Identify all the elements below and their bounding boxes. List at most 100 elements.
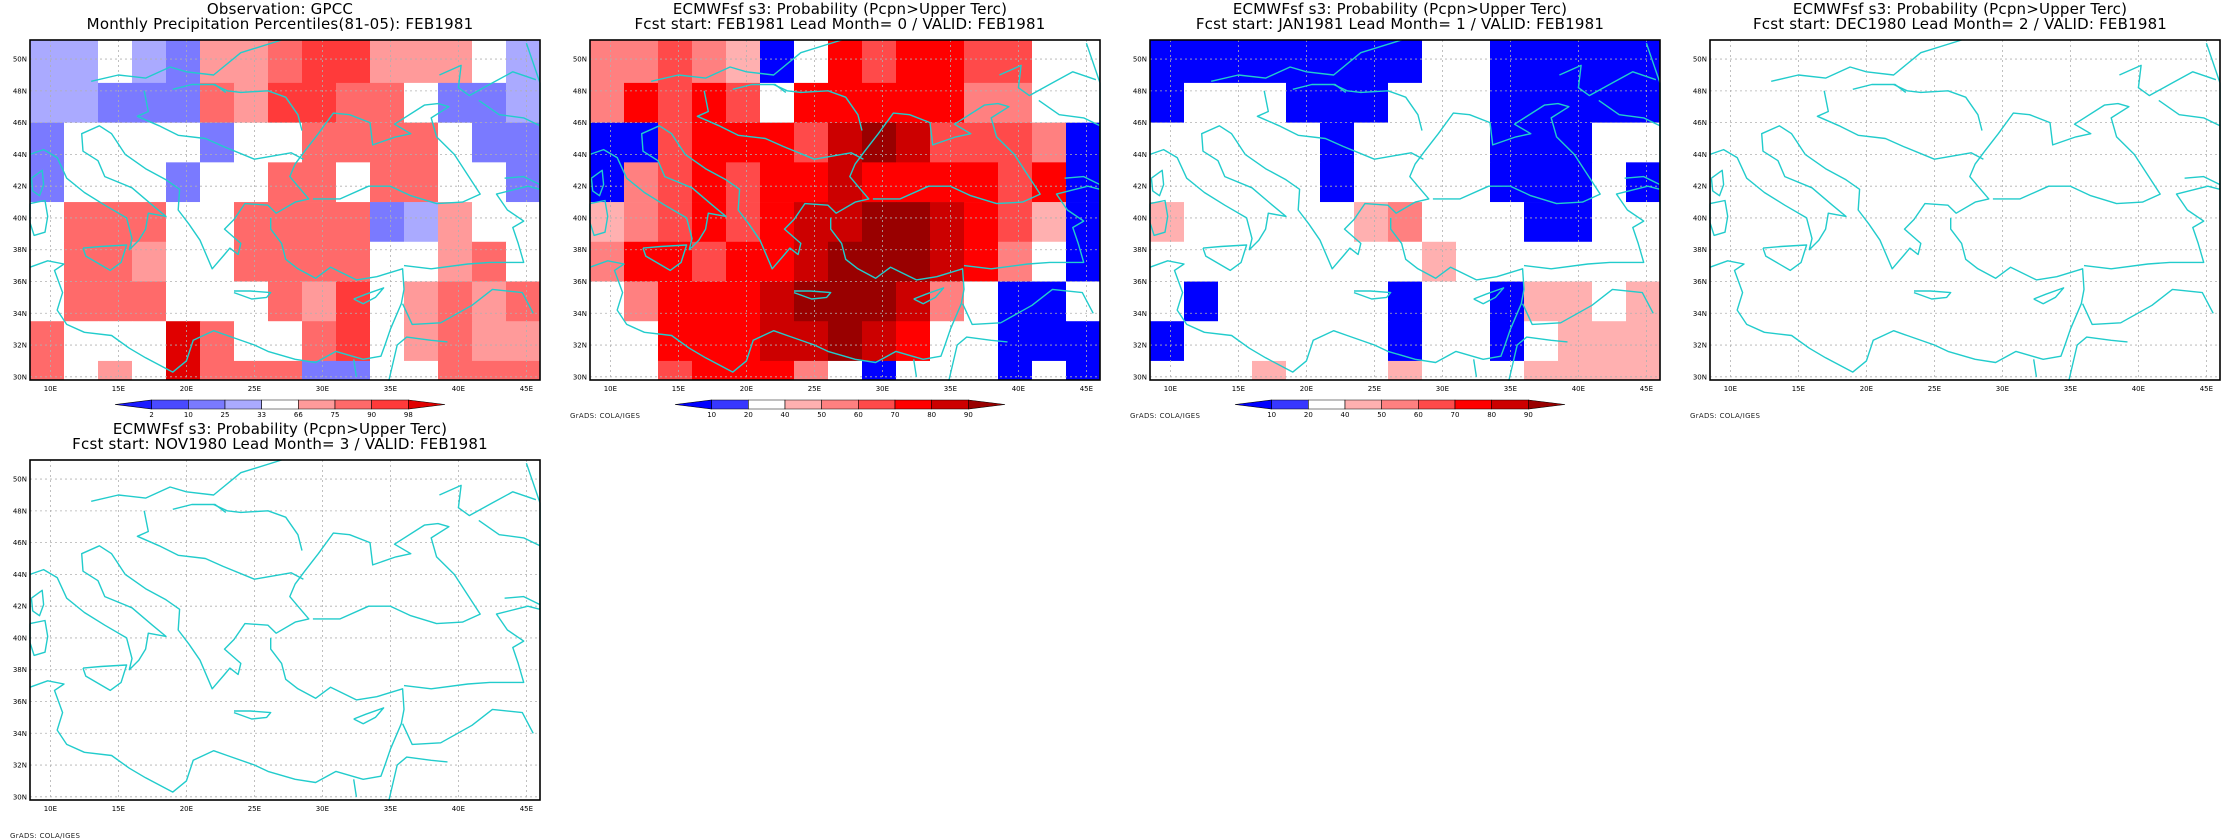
heatmap-cell — [1320, 202, 1355, 243]
coastline — [2158, 99, 2221, 127]
colorbar-label: 25 — [221, 411, 230, 419]
y-tick-label: 38N — [1133, 246, 1147, 254]
colorbar-swatch — [1234, 399, 1272, 410]
heatmap-cell — [726, 162, 761, 203]
heatmap-cell — [472, 162, 507, 203]
heatmap-cell — [302, 122, 337, 163]
coastline — [1598, 99, 1661, 127]
y-tick-label: 38N — [1693, 246, 1707, 254]
coastline — [1913, 290, 1952, 300]
heatmap-cell — [1456, 241, 1491, 282]
colorbar-swatch — [1381, 399, 1419, 410]
heatmap-cell — [336, 82, 371, 123]
heatmap-cell — [862, 40, 897, 84]
heatmap-cell — [1066, 281, 1101, 322]
heatmap-cell — [726, 202, 761, 243]
grid-lines — [590, 40, 1100, 380]
heatmap-cell — [726, 281, 761, 322]
heatmap-cell — [1032, 82, 1067, 123]
heatmap-cell — [1592, 82, 1627, 123]
heatmap-cell — [1286, 321, 1321, 362]
heatmap-cell — [1388, 162, 1423, 203]
y-tick-label: 34N — [13, 730, 27, 738]
heatmap-cell — [590, 40, 625, 84]
heatmap-cell — [862, 281, 897, 322]
heatmap-cell — [1354, 360, 1389, 381]
coastline — [439, 64, 537, 97]
heatmap-cell — [692, 281, 727, 322]
coastline — [1709, 217, 2085, 373]
coastline — [29, 522, 481, 690]
heatmap-cell — [760, 82, 795, 123]
heatmap-cell — [132, 122, 167, 163]
heatmap-cell — [1150, 40, 1185, 84]
heatmap-cell — [200, 202, 235, 243]
heatmap-cell — [658, 82, 693, 123]
map-plot: 10E 15E 20E 25E 30E 35E 40E 45E 30N 32N 34N 36N 38N 4… — [13, 39, 541, 419]
coastline — [30, 589, 45, 617]
heatmap-cell — [30, 40, 65, 84]
colorbar-swatch — [1271, 399, 1309, 410]
coastline — [2119, 64, 2217, 97]
grads-credit: GrADS: COLA/IGES — [1130, 412, 1201, 420]
heatmap-cell — [590, 162, 625, 203]
x-tick-label: 30E — [1996, 385, 2009, 393]
y-tick-label: 44N — [13, 151, 27, 159]
heatmap-cell — [692, 321, 727, 362]
x-tick-label: 25E — [808, 385, 821, 393]
heatmap-cell — [794, 321, 829, 362]
heatmap-cell — [998, 40, 1033, 84]
heatmap-cell — [1218, 321, 1253, 362]
heatmap-cell — [726, 360, 761, 381]
colorbar-label: 80 — [1487, 411, 1496, 419]
heatmap-cell — [590, 82, 625, 123]
heatmap-cell — [998, 241, 1033, 282]
heatmap-cell — [234, 82, 269, 123]
coastline — [172, 83, 227, 93]
heatmap-cell — [828, 40, 863, 84]
heatmap-cell — [658, 321, 693, 362]
colorbar: 10 20 40 50 60 70 80 90 — [1234, 399, 1566, 419]
heatmap-cell — [1252, 202, 1287, 243]
y-tick-label: 32N — [1693, 342, 1707, 350]
heatmap-cell — [896, 162, 931, 203]
coastline — [439, 484, 537, 517]
y-tick-label: 36N — [1133, 278, 1147, 286]
heatmap-cell — [726, 241, 761, 282]
colorbar-label: 50 — [1377, 411, 1386, 419]
heatmap-cell — [1066, 40, 1101, 84]
map-plot: 10E 15E 20E 25E 30E 35E 40E 45E 30N 32N 34N 36N 38N 4… — [1693, 39, 2221, 393]
y-tick-label: 30N — [13, 793, 27, 801]
heatmap-cell — [404, 360, 439, 381]
heatmap-cell — [1456, 202, 1491, 243]
y-tick-label: 42N — [573, 183, 587, 191]
plot-frame — [29, 39, 541, 381]
heatmap-cell — [930, 321, 965, 362]
heatmap-cell — [98, 281, 133, 322]
heatmap-cell — [302, 321, 337, 362]
heatmap-cell — [760, 122, 795, 163]
heatmap-cell — [964, 360, 999, 381]
coastline — [353, 287, 385, 305]
heatmap-cell — [1490, 281, 1525, 322]
colorbar-swatch — [931, 399, 969, 410]
coastline — [1709, 102, 2161, 270]
heatmap-cell — [302, 162, 337, 203]
heatmap-cell — [1490, 162, 1525, 203]
colorbar-swatch — [1344, 399, 1382, 410]
heatmap-cell — [1558, 241, 1593, 282]
coastline — [1521, 288, 1654, 326]
colorbar-label: 10 — [184, 411, 193, 419]
y-tick-label: 44N — [1133, 151, 1147, 159]
x-tick-label: 35E — [384, 385, 397, 393]
heatmap-cell — [404, 202, 439, 243]
coastline — [1202, 244, 1248, 272]
heatmap-cell — [794, 40, 829, 84]
coastline — [1762, 244, 1808, 272]
x-tick-label: 20E — [1860, 385, 1873, 393]
y-tick-label: 44N — [573, 151, 587, 159]
heatmap-cell — [794, 82, 829, 123]
heatmap-cell — [1184, 202, 1219, 243]
heatmap-cell — [268, 241, 303, 282]
heatmap-cell — [30, 360, 65, 381]
